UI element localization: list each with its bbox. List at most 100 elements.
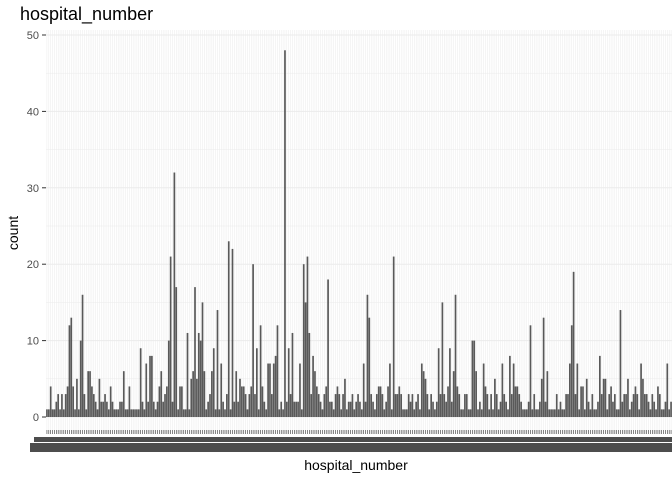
bar (593, 409, 596, 417)
bar (182, 409, 185, 417)
bar (533, 394, 536, 417)
bar (280, 401, 283, 417)
bar (454, 294, 457, 417)
bar (518, 394, 521, 417)
bar (664, 401, 667, 417)
bar (570, 325, 573, 417)
bar (113, 409, 116, 417)
bar (627, 378, 629, 417)
bar (651, 394, 654, 417)
bar (261, 386, 264, 417)
bar (630, 401, 633, 417)
bar (167, 340, 170, 417)
bar (196, 378, 198, 417)
bar (246, 409, 249, 417)
bar (51, 409, 54, 417)
bar (64, 394, 67, 417)
bar (338, 394, 341, 417)
bar (308, 332, 311, 417)
bar (424, 378, 427, 417)
bar (83, 394, 86, 417)
bar (420, 363, 423, 417)
bar (394, 394, 397, 417)
bar (464, 394, 466, 417)
bar (638, 409, 641, 417)
bar (130, 409, 133, 417)
bar (540, 378, 543, 417)
chart-title: hospital_number (20, 4, 153, 25)
x-tick-labels-band (30, 443, 672, 452)
bar (604, 378, 607, 417)
bar (503, 394, 506, 417)
bar (256, 348, 258, 417)
bar (559, 401, 562, 417)
bar (497, 409, 500, 417)
bar (636, 394, 639, 417)
bar (381, 394, 384, 417)
bar (643, 394, 646, 417)
bar (516, 386, 519, 417)
bar (181, 386, 183, 417)
bar (106, 401, 108, 417)
bar (379, 386, 382, 417)
bar (372, 401, 374, 417)
bar (507, 409, 509, 417)
bar (92, 394, 95, 417)
bar (237, 401, 239, 417)
bar (375, 394, 378, 417)
y-tick-label: 30 (27, 183, 39, 195)
bar (482, 363, 485, 417)
bar (250, 386, 253, 417)
bar (462, 409, 464, 417)
bar (458, 394, 461, 417)
bar (606, 409, 609, 417)
bar (91, 386, 93, 417)
bar (46, 409, 48, 417)
bar (364, 401, 367, 417)
bar (619, 310, 622, 417)
bar (224, 409, 226, 417)
bar (563, 409, 566, 417)
bar (449, 348, 451, 417)
x-tick-labels-band (34, 437, 672, 442)
bar (390, 409, 393, 417)
bar (310, 394, 313, 417)
bar (319, 401, 322, 417)
bar (126, 409, 129, 417)
bar (164, 394, 166, 417)
bar (104, 394, 106, 417)
bar (398, 386, 401, 417)
bar (634, 386, 637, 417)
bar (469, 409, 472, 417)
bar (632, 394, 635, 417)
bar (666, 363, 669, 417)
bar (374, 409, 376, 417)
bar (248, 394, 251, 417)
bar (179, 386, 181, 417)
bar (389, 363, 391, 417)
bar (613, 394, 616, 417)
bar (184, 409, 187, 417)
bar (582, 386, 584, 417)
bar (315, 386, 318, 417)
bar (548, 409, 551, 417)
bar (295, 401, 298, 417)
bar (207, 401, 209, 417)
bar (602, 378, 605, 417)
bar (370, 394, 373, 417)
bar (522, 409, 524, 417)
bar (297, 401, 299, 417)
bar (233, 401, 236, 417)
bar (441, 302, 444, 417)
bar (621, 401, 624, 417)
bar (417, 394, 419, 417)
bar (351, 394, 354, 417)
bar (81, 294, 84, 417)
bar (188, 409, 191, 417)
bar (192, 371, 194, 417)
bar (239, 378, 241, 417)
bar (670, 401, 672, 417)
bar (512, 363, 515, 417)
bar (392, 256, 395, 417)
bar (443, 394, 446, 417)
